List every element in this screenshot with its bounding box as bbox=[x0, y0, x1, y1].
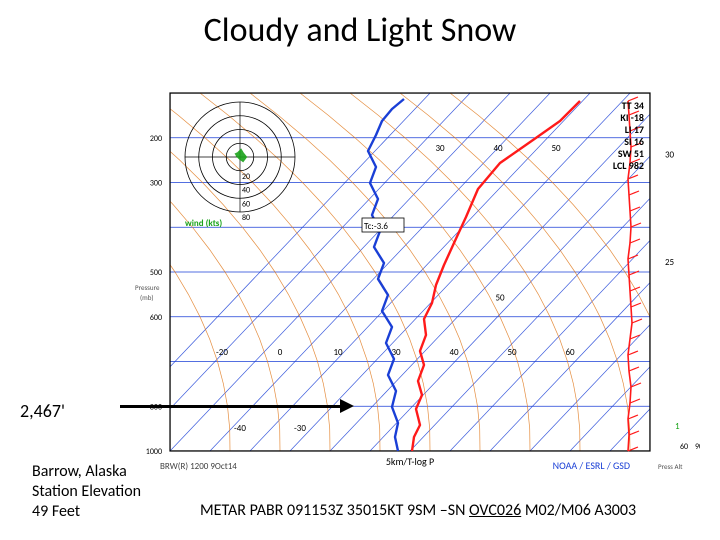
svg-text:wind (kts): wind (kts) bbox=[185, 218, 222, 229]
svg-text:500: 500 bbox=[150, 268, 162, 278]
svg-text:-30: -30 bbox=[294, 423, 306, 434]
svg-text:40: 40 bbox=[493, 143, 503, 154]
svg-text:30: 30 bbox=[435, 143, 445, 154]
station-name: Barrow, Alaska bbox=[32, 462, 141, 482]
svg-text:80: 80 bbox=[242, 213, 250, 223]
svg-text:-20: -20 bbox=[216, 347, 228, 358]
metar-line: METAR PABR 091153Z 35015KT 9SM –SN OVC02… bbox=[200, 501, 636, 520]
metar-prefix: METAR PABR 091153Z 35015KT 9SM –SN bbox=[200, 501, 469, 520]
svg-text:Pressure: Pressure bbox=[135, 283, 160, 292]
arrow-line bbox=[120, 405, 342, 408]
cloud-base-annotation: 2,467' bbox=[20, 400, 65, 422]
svg-text:Press Alt: Press Alt bbox=[658, 462, 683, 471]
svg-text:10: 10 bbox=[333, 347, 343, 358]
svg-text:25: 25 bbox=[665, 257, 675, 268]
svg-text:20: 20 bbox=[242, 172, 250, 182]
svg-text:(mb): (mb) bbox=[140, 293, 154, 302]
svg-text:200: 200 bbox=[150, 134, 162, 144]
svg-text:1000: 1000 bbox=[146, 447, 162, 457]
svg-text:40: 40 bbox=[242, 186, 250, 196]
metar-ovc: OVC026 bbox=[469, 501, 521, 520]
svg-text:90: 90 bbox=[695, 442, 700, 452]
page-title: Cloudy and Light Snow bbox=[0, 10, 720, 51]
svg-text:BRW(R) 1200 9Oct14: BRW(R) 1200 9Oct14 bbox=[160, 461, 237, 472]
svg-text:5km/T-log P: 5km/T-log P bbox=[386, 455, 434, 468]
svg-text:30: 30 bbox=[665, 149, 675, 160]
svg-text:0: 0 bbox=[278, 347, 283, 358]
station-elev-value: 49 Feet bbox=[32, 502, 141, 522]
svg-text:Tc:-3.6: Tc:-3.6 bbox=[364, 221, 388, 232]
svg-text:-40: -40 bbox=[234, 423, 246, 434]
svg-text:60: 60 bbox=[242, 199, 250, 209]
skewt-chart: 2003005006008001000Pressure(mb)200300500… bbox=[120, 65, 700, 475]
svg-text:300: 300 bbox=[150, 179, 162, 189]
svg-text:50: 50 bbox=[495, 293, 505, 304]
station-elev-label: Station Elevation bbox=[32, 482, 141, 502]
svg-text:40: 40 bbox=[449, 347, 459, 358]
svg-text:NOAA / ESRL / GSD: NOAA / ESRL / GSD bbox=[553, 459, 630, 472]
svg-text:600: 600 bbox=[150, 313, 162, 323]
arrow-head-icon bbox=[340, 399, 354, 413]
svg-text:50: 50 bbox=[507, 347, 517, 358]
skewt-svg: 2003005006008001000Pressure(mb)200300500… bbox=[120, 65, 700, 475]
svg-text:60: 60 bbox=[565, 347, 575, 358]
svg-text:50: 50 bbox=[551, 143, 561, 154]
svg-text:1: 1 bbox=[675, 421, 680, 432]
station-block: Barrow, Alaska Station Elevation 49 Feet bbox=[32, 462, 141, 522]
metar-suffix: M02/M06 A3003 bbox=[521, 501, 636, 520]
svg-text:LCL 982: LCL 982 bbox=[613, 159, 644, 172]
svg-text:60: 60 bbox=[680, 442, 688, 452]
